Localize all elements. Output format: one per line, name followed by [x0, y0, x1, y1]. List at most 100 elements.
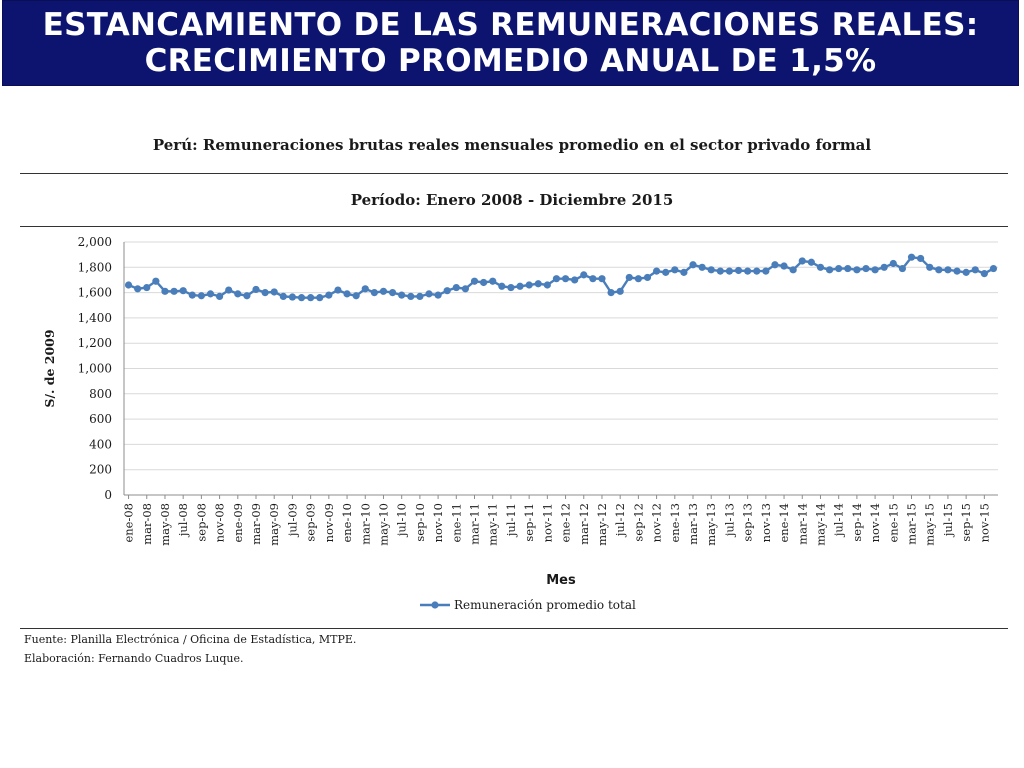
x-tick-label: ene-15: [886, 503, 900, 543]
x-tick-label: may-15: [923, 503, 937, 546]
data-point: [398, 291, 406, 299]
x-tick-label: mar-13: [686, 503, 700, 545]
data-point: [461, 285, 470, 293]
x-tick-label: jul-11: [504, 503, 518, 538]
x-tick-label: nov-12: [650, 503, 664, 542]
data-point: [844, 264, 852, 273]
line-chart: 0 200 400 600 800 1,000 1,200 1,400 1,600 1,800 2,…: [42, 235, 998, 612]
divider-middle: [20, 226, 1008, 227]
x-tick-label: sep-12: [631, 503, 645, 542]
data-point: [825, 266, 834, 274]
data-point: [725, 267, 734, 275]
data-point: [871, 266, 879, 274]
data-point: [953, 267, 961, 275]
data-point: [443, 287, 451, 295]
data-point: [334, 286, 342, 294]
data-point: [425, 290, 433, 298]
data-point: [279, 292, 287, 300]
data-point: [862, 264, 870, 273]
data-point: [379, 287, 388, 295]
data-point: [980, 270, 988, 278]
data-point: [598, 275, 606, 283]
data-point: [652, 267, 661, 275]
data-point: [689, 261, 697, 269]
data-point: [370, 289, 378, 297]
data-point: [835, 264, 843, 273]
data-point: [643, 273, 652, 282]
x-tick-label: nov-15: [977, 503, 991, 542]
data-point: [926, 263, 934, 271]
y-tick-label: 2,000: [78, 235, 112, 249]
data-point: [124, 281, 133, 289]
x-tick-label: nov-11: [540, 503, 554, 542]
data-point: [889, 259, 897, 268]
x-tick-label: nov-09: [322, 503, 336, 542]
x-tick-label: mar-10: [358, 503, 372, 545]
title-banner: ESTANCAMIENTO DE LAS REMUNERACIONES REAL…: [2, 0, 1019, 86]
divider-top: [20, 173, 1008, 174]
data-point: [543, 281, 551, 289]
data-point: [243, 292, 251, 300]
x-tick-label: ene-09: [231, 503, 245, 543]
data-point: [297, 294, 306, 302]
data-point: [571, 276, 579, 284]
data-point: [816, 263, 825, 271]
data-point: [434, 291, 442, 299]
data-point: [671, 266, 679, 274]
data-point: [707, 266, 715, 274]
x-tick-label: sep-09: [304, 503, 318, 542]
data-point: [935, 266, 943, 274]
data-point: [316, 294, 324, 302]
data-point: [188, 291, 196, 299]
data-point: [170, 287, 178, 295]
x-tick-label: may-12: [595, 503, 609, 546]
x-tick-label: may-13: [704, 503, 718, 546]
x-tick-label: sep-10: [413, 503, 427, 542]
data-point: [962, 268, 970, 276]
data-point: [507, 283, 515, 292]
x-tick-label: may-11: [486, 503, 500, 546]
data-point: [179, 287, 187, 295]
page-title-line1: ESTANCAMIENTO DE LAS REMUNERACIONES REAL…: [42, 7, 979, 43]
x-tick-label: ene-12: [559, 503, 573, 543]
x-tick-label: may-08: [158, 503, 172, 546]
data-point: [143, 283, 151, 292]
y-tick-label: 800: [89, 387, 112, 401]
data-point: [161, 287, 169, 295]
divider-bottom: [20, 628, 1008, 629]
data-point: [307, 294, 315, 302]
x-tick-label: ene-10: [340, 503, 354, 543]
data-point: [907, 253, 916, 261]
y-tick-label: 0: [104, 488, 112, 502]
data-point: [944, 266, 952, 274]
data-point: [807, 258, 815, 266]
data-point: [516, 282, 524, 290]
data-point: [971, 266, 979, 274]
data-point: [534, 280, 542, 288]
x-tick-label: sep-08: [194, 503, 208, 542]
data-point: [552, 275, 561, 283]
data-point: [616, 287, 624, 295]
data-point: [234, 290, 242, 298]
y-tick-label: 1,000: [78, 362, 112, 376]
data-point: [206, 290, 215, 298]
y-axis-title: S/. de 2009: [42, 329, 57, 407]
data-point: [288, 293, 297, 301]
y-tick-label: 1,400: [78, 311, 112, 325]
data-point: [716, 267, 724, 275]
y-tick-label: 1,600: [78, 286, 112, 300]
data-point: [580, 271, 588, 279]
data-point: [197, 292, 205, 300]
x-tick-label: mar-15: [905, 503, 919, 545]
y-tick-label: 200: [89, 463, 112, 477]
data-point: [525, 281, 533, 289]
data-point: [753, 267, 761, 275]
data-point: [989, 264, 998, 273]
data-point: [252, 285, 260, 294]
data-point: [780, 262, 788, 270]
data-point: [789, 266, 797, 274]
data-point: [134, 285, 142, 293]
x-tick-label: jul-12: [613, 503, 627, 538]
x-tick-label: ene-13: [668, 503, 682, 543]
data-point: [625, 273, 633, 282]
